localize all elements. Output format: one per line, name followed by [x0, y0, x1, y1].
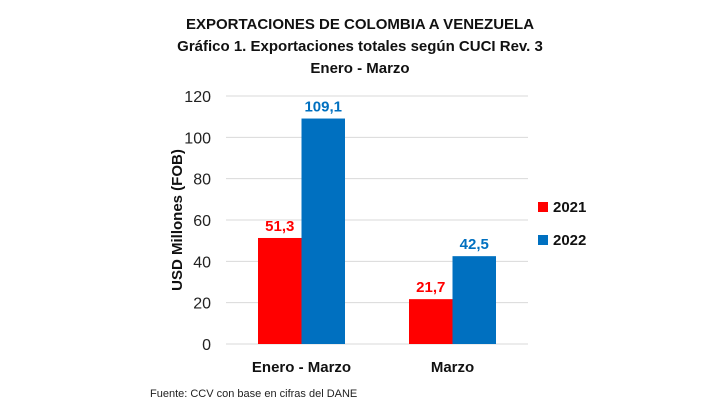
- y-tick-label: 20: [193, 296, 211, 313]
- legend-label: 2022: [553, 232, 586, 249]
- y-tick-label: 40: [193, 254, 211, 271]
- data-label: 21,7: [416, 279, 445, 296]
- x-tick-label: Enero - Marzo: [252, 359, 351, 376]
- chart-subtitle: Gráfico 1. Exportaciones totales según C…: [177, 38, 543, 55]
- data-label: 109,1: [304, 99, 342, 116]
- y-tick-label: 80: [193, 172, 211, 189]
- legend-swatch-2021: [538, 202, 548, 212]
- data-label: 42,5: [460, 236, 489, 253]
- data-label: 51,3: [265, 218, 294, 235]
- y-tick-label: 100: [184, 130, 211, 147]
- legend-label: 2021: [553, 199, 586, 216]
- bar-2021-0: [258, 237, 302, 344]
- legend-swatch-2022: [538, 235, 548, 245]
- bar-2022-0: [301, 118, 345, 344]
- chart-subtitle-period: Enero - Marzo: [310, 60, 410, 77]
- y-axis-label: USD Millones (FOB): [169, 149, 186, 291]
- y-tick-label: 0: [202, 337, 211, 354]
- bar-2021-1: [409, 299, 453, 344]
- chart-title: EXPORTACIONES DE COLOMBIA A VENEZUELA: [185, 16, 535, 33]
- source-note: Fuente: CCV con base en cifras del DANE: [150, 388, 358, 400]
- x-tick-label: Marzo: [431, 359, 474, 376]
- y-tick-label: 60: [193, 213, 211, 230]
- bar-2022-1: [452, 256, 496, 344]
- y-tick-label: 120: [184, 89, 211, 106]
